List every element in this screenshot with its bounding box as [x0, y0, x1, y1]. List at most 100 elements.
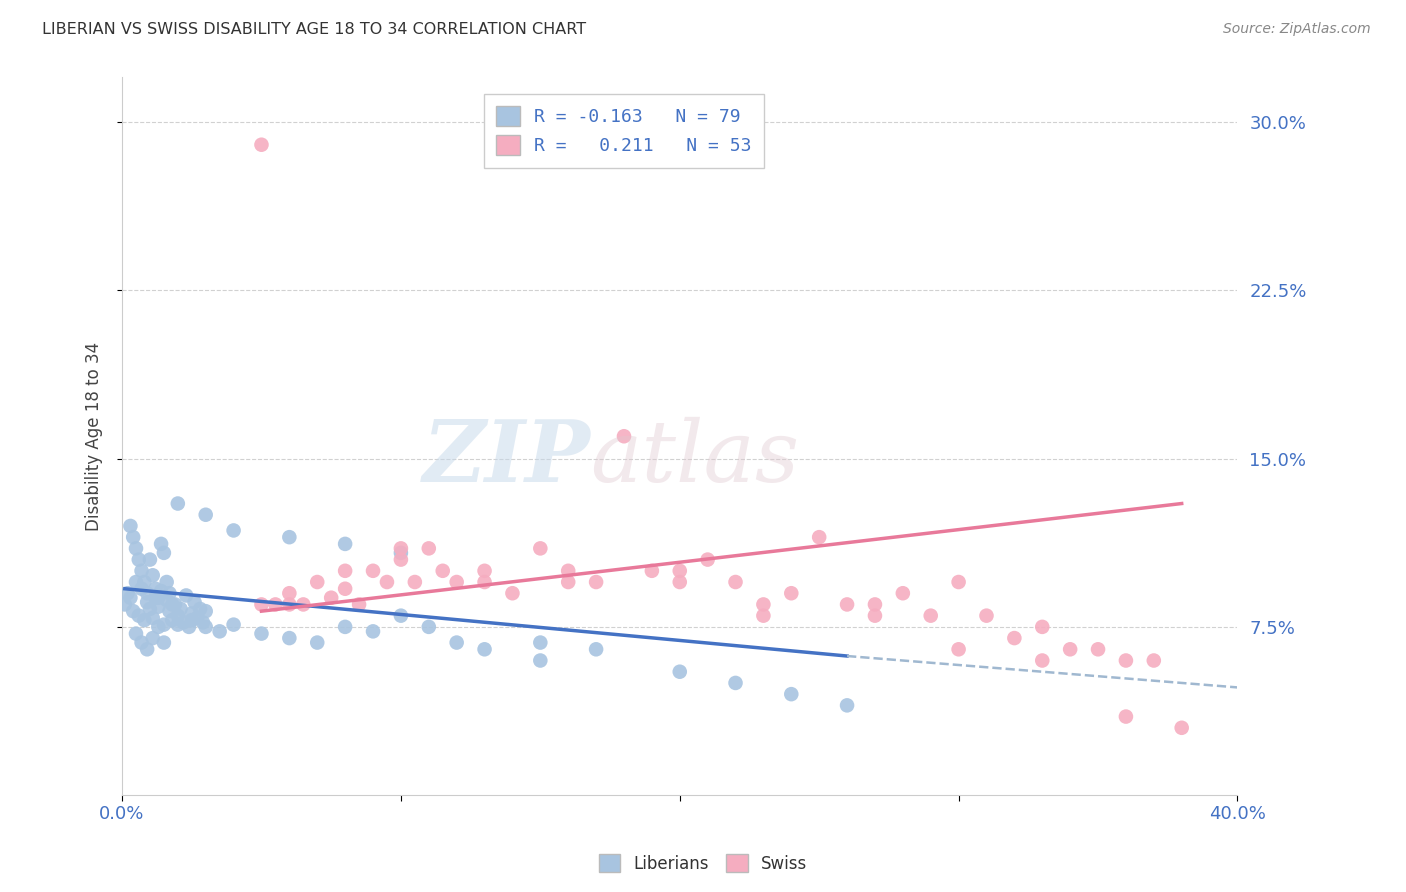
Point [1170, 721, 1192, 735]
Point [180, 613, 202, 627]
Point [250, 137, 273, 152]
Point [474, 642, 496, 657]
Point [418, 620, 440, 634]
Point [529, 635, 551, 649]
Point [375, 574, 398, 589]
Point [162, 613, 184, 627]
Point [752, 598, 775, 612]
Point [333, 620, 356, 634]
Point [641, 564, 664, 578]
Point [188, 602, 211, 616]
Point [131, 582, 153, 596]
Point [122, 604, 145, 618]
Point [1115, 653, 1137, 667]
Point [474, 564, 496, 578]
Point [156, 593, 179, 607]
Point [128, 552, 150, 566]
Point [131, 635, 153, 649]
Point [668, 564, 690, 578]
Point [134, 613, 156, 627]
Point [948, 574, 970, 589]
Point [183, 595, 205, 609]
Point [724, 676, 747, 690]
Point [169, 602, 191, 616]
Point [724, 574, 747, 589]
Point [557, 564, 579, 578]
Point [696, 552, 718, 566]
Point [114, 598, 136, 612]
Point [333, 564, 356, 578]
Point [474, 574, 496, 589]
Point [752, 608, 775, 623]
Point [163, 598, 186, 612]
Point [389, 608, 412, 623]
Point [835, 698, 858, 713]
Point [808, 530, 831, 544]
Point [142, 631, 165, 645]
Text: atlas: atlas [591, 417, 800, 500]
Point [150, 584, 173, 599]
Point [136, 595, 159, 609]
Point [278, 631, 301, 645]
Point [361, 564, 384, 578]
Point [139, 552, 162, 566]
Point [976, 608, 998, 623]
Point [446, 635, 468, 649]
Point [172, 615, 194, 630]
Point [418, 541, 440, 556]
Point [1031, 620, 1053, 634]
Point [156, 574, 179, 589]
Point [174, 589, 197, 603]
Point [166, 496, 188, 510]
Point [585, 574, 607, 589]
Text: LIBERIAN VS SWISS DISABILITY AGE 18 TO 34 CORRELATION CHART: LIBERIAN VS SWISS DISABILITY AGE 18 TO 3… [42, 22, 586, 37]
Point [863, 608, 886, 623]
Point [222, 617, 245, 632]
Point [585, 642, 607, 657]
Point [166, 617, 188, 632]
Point [891, 586, 914, 600]
Text: ZIP: ZIP [423, 416, 591, 500]
Point [863, 598, 886, 612]
Legend: Liberians, Swiss: Liberians, Swiss [592, 847, 814, 880]
Point [292, 598, 315, 612]
Point [307, 635, 329, 649]
Point [278, 530, 301, 544]
Point [557, 574, 579, 589]
Point [389, 546, 412, 560]
Point [780, 687, 803, 701]
Point [194, 604, 217, 618]
Point [180, 607, 202, 621]
Point [613, 429, 636, 443]
Point [153, 635, 176, 649]
Point [148, 591, 170, 605]
Point [529, 653, 551, 667]
Point [145, 591, 167, 605]
Point [125, 541, 148, 556]
Point [136, 642, 159, 657]
Point [668, 574, 690, 589]
Point [117, 586, 139, 600]
Point [142, 611, 165, 625]
Point [446, 574, 468, 589]
Point [1087, 642, 1109, 657]
Point [321, 591, 343, 605]
Point [1002, 631, 1025, 645]
Point [501, 586, 523, 600]
Point [389, 541, 412, 556]
Point [153, 617, 176, 632]
Legend: R = -0.163   N = 79, R =   0.211   N = 53: R = -0.163 N = 79, R = 0.211 N = 53 [484, 94, 765, 168]
Point [186, 611, 208, 625]
Text: Source: ZipAtlas.com: Source: ZipAtlas.com [1223, 22, 1371, 37]
Point [529, 541, 551, 556]
Point [307, 574, 329, 589]
Point [166, 608, 188, 623]
Point [208, 624, 231, 639]
Y-axis label: Disability Age 18 to 34: Disability Age 18 to 34 [86, 342, 103, 531]
Point [125, 574, 148, 589]
Point [333, 582, 356, 596]
Point [1059, 642, 1081, 657]
Point [1031, 653, 1053, 667]
Point [404, 574, 426, 589]
Point [278, 598, 301, 612]
